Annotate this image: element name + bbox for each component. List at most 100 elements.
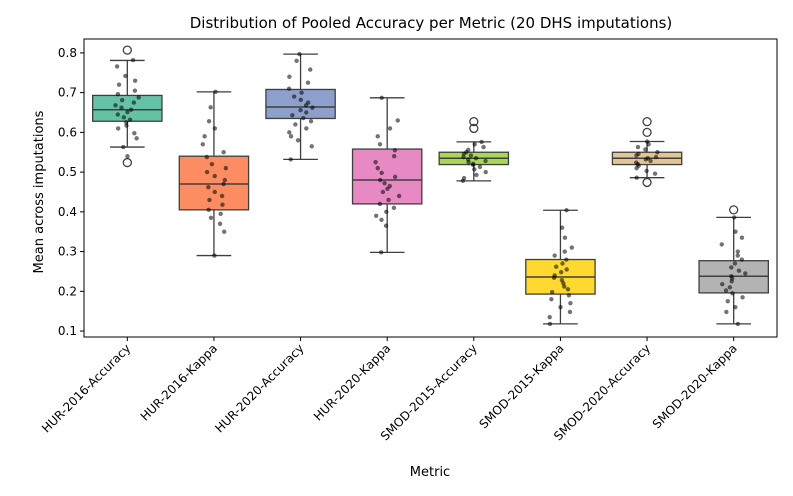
data-point xyxy=(472,167,477,172)
x-tick-label: SMOD-2015-Kappa xyxy=(476,341,566,431)
data-point xyxy=(569,245,575,250)
data-point xyxy=(732,261,738,266)
x-axis: HUR-2016-Accuracy HUR-2016-KappaHUR-2020-… xyxy=(39,337,740,443)
data-point xyxy=(286,86,292,91)
data-point xyxy=(131,100,137,105)
data-point xyxy=(729,265,734,270)
data-point xyxy=(565,287,571,292)
data-point xyxy=(304,110,309,115)
data-point xyxy=(119,105,124,110)
data-point xyxy=(207,197,212,203)
data-point xyxy=(115,126,121,131)
data-point xyxy=(297,51,302,57)
data-point xyxy=(383,223,389,228)
data-point xyxy=(379,170,384,176)
data-point xyxy=(125,109,130,115)
data-point xyxy=(743,271,748,276)
data-point xyxy=(128,107,134,112)
data-point xyxy=(132,88,138,93)
data-point xyxy=(295,138,301,143)
data-point xyxy=(305,80,311,85)
data-point xyxy=(208,105,213,110)
outlier-marker xyxy=(642,177,652,188)
data-point xyxy=(735,249,741,254)
box-group-smod-2015-accuracy xyxy=(438,116,510,184)
box-iqr xyxy=(351,148,423,205)
data-point xyxy=(130,57,136,63)
data-point xyxy=(379,95,384,101)
data-point xyxy=(124,120,129,125)
data-point xyxy=(384,209,389,215)
data-point xyxy=(304,126,309,131)
data-point xyxy=(653,154,659,160)
data-point xyxy=(648,158,653,164)
x-tick-label: SMOD-2020-Kappa xyxy=(650,341,740,431)
data-point xyxy=(223,165,229,171)
data-point xyxy=(119,97,125,103)
data-point xyxy=(732,215,737,220)
data-point xyxy=(219,193,225,199)
data-point xyxy=(733,305,738,310)
outlier-marker xyxy=(122,45,132,55)
data-point xyxy=(634,153,639,158)
data-point xyxy=(121,115,127,120)
data-point xyxy=(380,189,386,195)
chart-title: Distribution of Pooled Accuracy per Metr… xyxy=(190,14,673,32)
x-tick-label: SMOD-2015-Accuracy xyxy=(378,341,480,443)
data-point xyxy=(287,74,292,79)
data-point xyxy=(303,103,309,108)
data-point xyxy=(720,281,725,287)
data-point xyxy=(652,171,658,176)
data-point xyxy=(736,268,742,273)
y-axis: 0.1 0.2 0.3 0.4 0.5 0.6 0.7 0.8 xyxy=(58,46,84,338)
data-point xyxy=(221,181,226,187)
data-point xyxy=(378,250,384,255)
data-point xyxy=(558,305,563,310)
data-point xyxy=(733,229,738,234)
data-point xyxy=(204,154,210,160)
data-point xyxy=(218,211,223,217)
data-point xyxy=(549,297,554,302)
data-point xyxy=(373,159,378,165)
data-point xyxy=(206,119,212,124)
data-point xyxy=(287,130,292,135)
data-point xyxy=(123,73,128,79)
data-point xyxy=(559,225,565,230)
data-point xyxy=(460,178,466,184)
data-point xyxy=(644,168,649,174)
data-point xyxy=(646,142,651,147)
data-point xyxy=(564,208,569,213)
data-point xyxy=(473,156,479,161)
data-point xyxy=(655,150,660,155)
data-point xyxy=(735,253,740,258)
box-group-hur-2016-accuracy xyxy=(92,45,163,168)
outlier-marker xyxy=(469,116,479,127)
data-point xyxy=(208,215,214,220)
data-point xyxy=(221,150,226,155)
data-point xyxy=(308,67,313,72)
data-point xyxy=(724,309,729,315)
data-point xyxy=(291,94,297,99)
data-point xyxy=(562,235,568,240)
data-point xyxy=(471,162,476,168)
data-point xyxy=(735,321,741,327)
data-point xyxy=(125,154,130,159)
data-point xyxy=(385,186,390,191)
data-point xyxy=(204,169,210,175)
data-point xyxy=(309,144,314,149)
data-point xyxy=(643,157,648,162)
data-point xyxy=(301,115,306,121)
x-tick-label: HUR-2020-Kappa xyxy=(311,341,393,423)
data-point xyxy=(217,221,223,226)
data-point xyxy=(549,289,555,295)
outlier-marker xyxy=(469,123,479,134)
data-point xyxy=(558,270,564,275)
y-tick-label: 0.3 xyxy=(58,245,77,259)
x-axis-label: Metric xyxy=(410,465,450,480)
data-point xyxy=(483,169,488,175)
data-point xyxy=(466,159,471,165)
data-point xyxy=(206,207,211,213)
data-point xyxy=(121,144,126,150)
data-point xyxy=(723,288,729,293)
